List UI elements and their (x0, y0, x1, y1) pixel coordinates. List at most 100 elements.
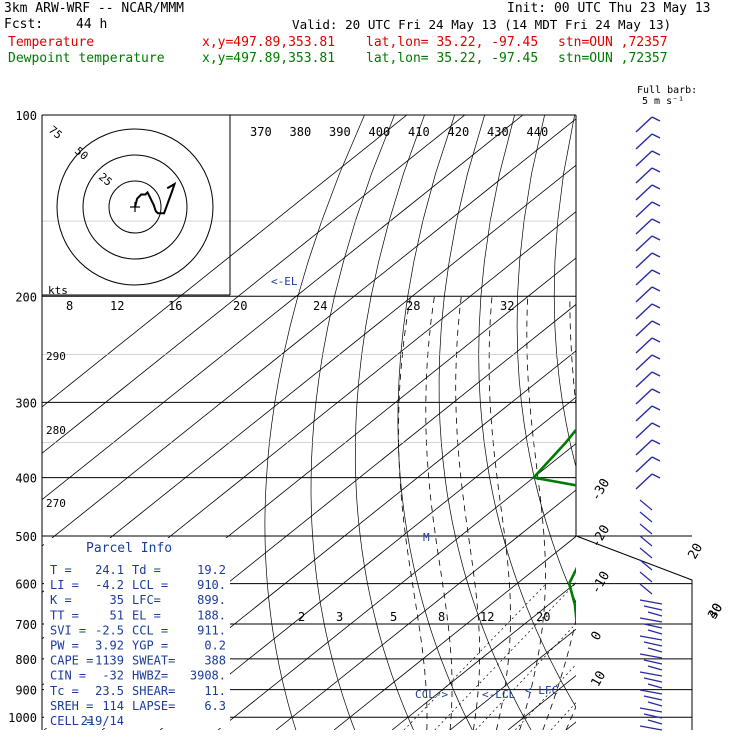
parcel-info-value: 19.2 (197, 563, 226, 577)
theta-label: 420 (448, 125, 470, 139)
parcel-info-value: 1139 (95, 654, 124, 668)
parcel-info-key: CIN = (50, 669, 86, 683)
wind-barb-staff (643, 713, 663, 719)
moist-adiabat-line (425, 296, 453, 730)
theta-label: 380 (290, 125, 312, 139)
parcel-info-value: 911. (197, 623, 226, 637)
parcel-info-value: 35 (110, 593, 124, 607)
wind-barb-staff (635, 439, 653, 456)
theta-label: 370 (250, 125, 272, 139)
wind-barb-flag (651, 473, 661, 479)
wind-scale-label: 8 (66, 299, 73, 313)
theta-label: 410 (408, 125, 430, 139)
dry-adiabat-line (310, 115, 395, 730)
parcel-info-title: Parcel Info (86, 541, 172, 556)
mixing-ratio-line (403, 583, 547, 730)
wind-barb-staff (635, 303, 653, 320)
parcel-info-key: EL = (132, 608, 161, 622)
temperature-station: stn=OUN ,72357 (558, 35, 668, 50)
wind-barb-staff (635, 456, 653, 473)
lcl-marker: <-LCL (482, 688, 515, 701)
isotherm-line (42, 115, 408, 408)
dewpoint-latlon: lat,lon= 35.22, -97.45 (366, 51, 539, 66)
parcel-info-key: YGP = (132, 639, 168, 653)
parcel-info-value: 188. (197, 608, 226, 622)
wind-barb-staff (635, 405, 653, 422)
parcel-info-value: 24.1 (95, 563, 124, 577)
pressure-tick-label: 400 (15, 472, 37, 486)
dry-adiabat-line (397, 115, 473, 730)
parcel-info-key: SWEAT= (132, 654, 175, 668)
dewpoint-legend-label: Dewpoint temperature (8, 51, 165, 66)
parcel-info-value: 114 (102, 699, 124, 713)
moist-adiabat-line (488, 296, 511, 730)
wind-barb-staff (639, 725, 663, 731)
dewpoint-station: stn=OUN ,72357 (558, 51, 668, 66)
wind-barb-flag (651, 218, 661, 224)
wind-barb-staff (647, 665, 663, 671)
pressure-tick-label: 800 (15, 653, 37, 667)
wind-barb-flag (651, 303, 661, 309)
mixing-ratio-label: 20 (536, 610, 550, 624)
hodograph-ring-label: 75 (46, 123, 65, 141)
wind-barb-staff (639, 707, 663, 713)
wind-barb-staff (635, 320, 653, 337)
wind-barb-flag (651, 337, 661, 343)
temperature-legend-label: Temperature (8, 35, 95, 50)
pressure-tick-label: 500 (15, 530, 37, 544)
wind-barb-flag (651, 371, 661, 377)
moist-adiabat-line (455, 296, 481, 730)
parcel-info-key: PW = (50, 639, 79, 653)
isotherm-line (391, 582, 576, 730)
temperature-xy: x,y=497.89,353.81 (202, 35, 336, 50)
ccl-marker: CCL-> (415, 688, 448, 701)
isotherm-line (217, 443, 576, 730)
wind-barb-staff (635, 184, 653, 201)
dry-adiabat-line (625, 115, 740, 730)
wind-barb-staff (635, 354, 653, 371)
parcel-info-key: CCL = (132, 623, 168, 637)
dry-adiabat-line (724, 115, 740, 730)
parcel-info-panel (44, 538, 230, 728)
wind-barb-staff (639, 559, 653, 571)
pressure-tick-label: 100 (15, 109, 37, 123)
isotherm-line (42, 164, 576, 593)
parcel-info-key: T = (50, 563, 72, 577)
wind-barb-staff (639, 547, 653, 559)
wind-barb-staff (639, 653, 663, 659)
wind-barb-staff (639, 535, 653, 547)
wind-barb-flag (651, 184, 661, 190)
wind-barb-staff (635, 201, 653, 218)
wind-barb-staff (635, 235, 653, 252)
wind-barb-staff (635, 116, 653, 133)
isotherm-line (42, 115, 524, 501)
mixing-ratio-label: 12 (480, 610, 494, 624)
isotherm-line (682, 115, 740, 730)
wind-scale-label: 24 (313, 299, 327, 313)
hodograph-ring-label: 25 (96, 170, 115, 188)
wind-barb-flag (651, 405, 661, 411)
wind-barb-flag (651, 167, 661, 173)
parcel-info-key: TT = (50, 608, 79, 622)
parcel-info-value: -2.5 (95, 623, 124, 637)
temperature-latlon: lat,lon= 35.22, -97.45 (366, 35, 539, 50)
wind-barb-staff (635, 150, 653, 167)
parcel-info-key: Tc = (50, 684, 79, 698)
forecast-hours: 44 h (76, 17, 108, 32)
wind-barb-staff (647, 611, 663, 617)
wind-barb-flag (651, 150, 661, 156)
init-time: Init: 00 UTC Thu 23 May 13 (507, 1, 711, 16)
wind-barb-staff (647, 683, 663, 689)
moist-adiabat-line (589, 296, 687, 730)
wind-barb-staff (647, 629, 663, 635)
dry-adiabat-line (478, 115, 576, 708)
parcel-info-value: -4.2 (95, 578, 124, 592)
model-title: 3km ARW-WRF -- NCAR/MMM (4, 1, 185, 16)
wind-barb-staff (639, 635, 663, 641)
hodograph-ring (108, 180, 162, 234)
wind-barb-staff (639, 671, 663, 677)
wind-barb-staff (639, 689, 663, 695)
wind-barb-flag (651, 354, 661, 360)
parcel-info-key: LI = (50, 578, 79, 592)
parcel-info-key: LAPSE= (132, 699, 175, 713)
